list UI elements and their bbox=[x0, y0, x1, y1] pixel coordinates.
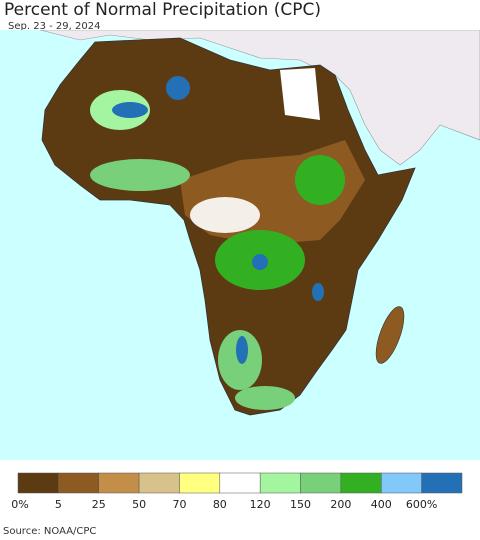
madagascar bbox=[375, 306, 405, 364]
other-land bbox=[39, 30, 480, 166]
legend-swatch bbox=[340, 472, 382, 494]
legend-swatch bbox=[179, 472, 221, 494]
legend-label: 200 bbox=[330, 498, 351, 511]
legend-swatch bbox=[259, 472, 301, 494]
legend-swatch bbox=[219, 472, 261, 494]
legend-label: 400 bbox=[371, 498, 392, 511]
region bbox=[280, 68, 320, 120]
legend-label: 50 bbox=[132, 498, 146, 511]
region bbox=[90, 159, 190, 191]
legend-label: 80 bbox=[213, 498, 227, 511]
lake bbox=[166, 76, 190, 100]
legend-label: 600% bbox=[406, 498, 437, 511]
region bbox=[235, 386, 295, 410]
lake bbox=[252, 254, 268, 270]
lake bbox=[236, 336, 248, 364]
map-title: Percent of Normal Precipitation (CPC) bbox=[4, 0, 321, 20]
legend-swatch bbox=[17, 472, 59, 494]
lake bbox=[112, 102, 148, 118]
legend-label: 150 bbox=[290, 498, 311, 511]
legend-swatch bbox=[98, 472, 140, 494]
legend-swatch bbox=[58, 472, 99, 494]
legend-swatch bbox=[421, 472, 463, 494]
legend-swatch bbox=[381, 472, 422, 494]
map-subtitle: Sep. 23 - 29, 2024 bbox=[8, 21, 101, 32]
legend-label: 25 bbox=[92, 498, 106, 511]
lake bbox=[312, 283, 324, 301]
source: Source: NOAA/CPC bbox=[3, 526, 97, 537]
region bbox=[190, 197, 260, 233]
region bbox=[295, 155, 345, 205]
legend-label: 70 bbox=[172, 498, 186, 511]
legend-label: 5 bbox=[55, 498, 62, 511]
legend: 0% 5 25 50 70 80 120 150 200 400 600% bbox=[11, 472, 463, 511]
legend-swatch bbox=[300, 472, 342, 494]
legend-swatch bbox=[138, 472, 180, 494]
legend-label: 120 bbox=[250, 498, 271, 511]
map bbox=[0, 30, 480, 460]
legend-label: 0% bbox=[11, 498, 28, 511]
